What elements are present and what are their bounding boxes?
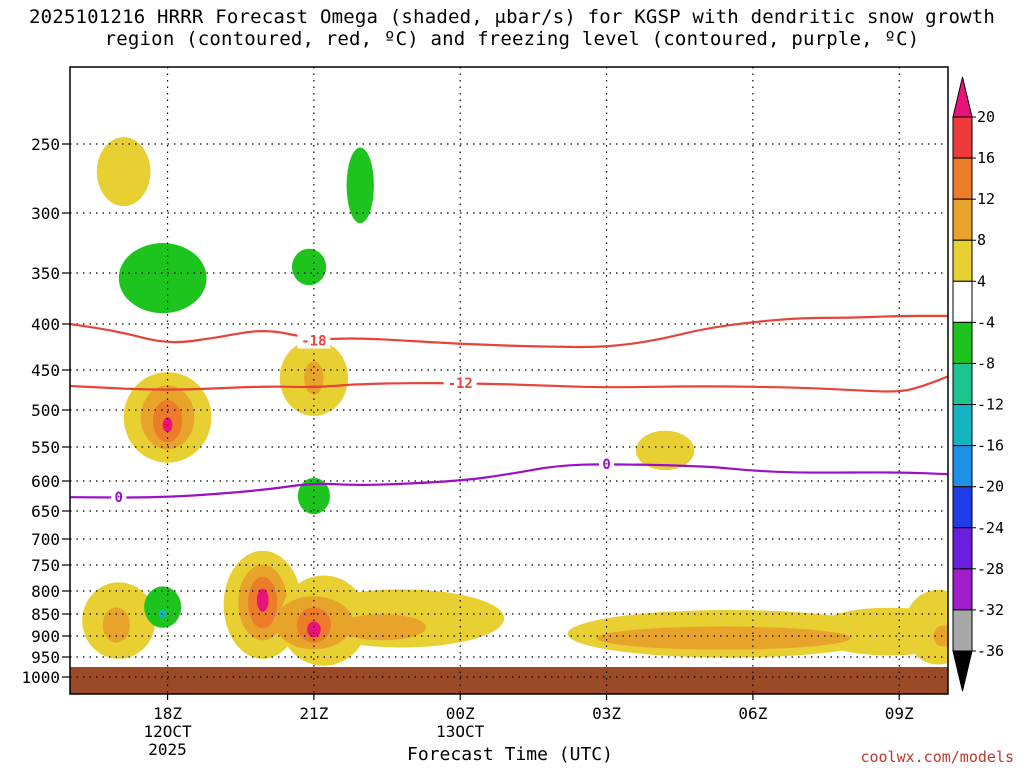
colorbar-label-4: 4 — [977, 272, 986, 290]
gridlines — [70, 67, 948, 694]
y-tick-label-700: 700 — [31, 530, 60, 549]
contour-label-2: 0 — [115, 490, 123, 506]
x-tick-label-06Z: 06Z — [738, 704, 767, 723]
y-tick-label-450: 450 — [31, 361, 60, 380]
y-axis: 250 300 350 400 450 500 550 600 650 700 750 800 850 9… — [21, 135, 70, 687]
colorbar-top-arrow — [952, 76, 973, 118]
colorbar-swatch-7 — [952, 404, 973, 447]
x-tick-label-00Z: 00Z — [446, 704, 475, 723]
colorbar-bottom-arrow — [952, 650, 973, 692]
contour-label-bg-0 — [297, 332, 331, 349]
contour-label-3: 0 — [602, 457, 610, 473]
y-tick-label-600: 600 — [31, 472, 60, 491]
contour-line-1 — [70, 375, 948, 393]
x-tick-sublabel-00Z-0: 13OCT — [436, 722, 485, 741]
y-tick-label-750: 750 — [31, 556, 60, 575]
colorbar-swatch-3 — [952, 239, 973, 282]
x-tick-sublabel-18Z-1: 2025 — [148, 740, 187, 759]
x-tick-label-21Z: 21Z — [299, 704, 328, 723]
omega-blob-14 — [144, 586, 182, 628]
y-tick-label-800: 800 — [31, 582, 60, 601]
y-tick-label-850: 850 — [31, 605, 60, 624]
omega-blob-25 — [307, 621, 321, 638]
y-tick-label-650: 650 — [31, 502, 60, 521]
credit-link[interactable]: coolwx.com/models — [860, 748, 1014, 766]
y-tick-label-900: 900 — [31, 627, 60, 646]
colorbar-swatch-8 — [952, 445, 973, 488]
ground-below-surface — [70, 667, 948, 694]
temperature-contours — [70, 314, 948, 499]
colorbar-swatch-1 — [952, 157, 973, 200]
colorbar-label-7: -12 — [977, 396, 1004, 414]
omega-shading — [82, 137, 948, 666]
x-tick-label-03Z: 03Z — [592, 704, 621, 723]
contour-line-0 — [70, 314, 948, 349]
colorbar-swatch-2 — [952, 198, 973, 241]
x-tick-sublabel-18Z-0: 12OCT — [143, 722, 192, 741]
omega-blob-13 — [102, 607, 130, 643]
x-axis-title: Forecast Time (UTC) — [407, 744, 613, 765]
y-tick-label-400: 400 — [31, 315, 60, 334]
x-tick-label-18Z: 18Z — [153, 704, 182, 723]
y-tick-label-550: 550 — [31, 438, 60, 457]
colorbar-label-6: -8 — [977, 354, 995, 372]
omega-blob-29 — [596, 626, 851, 650]
omega-blob-1 — [118, 243, 207, 314]
colorbar-label-3: 8 — [977, 231, 986, 249]
colorbar-swatch-6 — [952, 362, 973, 406]
omega-blob-11 — [635, 430, 695, 471]
colorbar-label-0: 20 — [977, 108, 995, 126]
omega-blob-2 — [291, 248, 327, 286]
y-tick-label-500: 500 — [31, 401, 60, 420]
ground-layer — [70, 667, 948, 694]
colorbar-swatch-11 — [952, 568, 973, 611]
colorbar-swatch-10 — [952, 527, 973, 570]
colorbar-label-9: -20 — [977, 478, 1004, 496]
colorbar-swatch-12 — [952, 609, 973, 652]
x-tick-label-09Z: 09Z — [885, 704, 914, 723]
y-tick-label-950: 950 — [31, 648, 60, 667]
colorbar-swatch-9 — [952, 486, 973, 529]
contour-label-1: -12 — [448, 376, 473, 392]
colorbar-label-1: 16 — [977, 149, 995, 167]
omega-blob-23 — [338, 614, 427, 641]
omega-blob-30 — [933, 625, 948, 647]
contour-line-2 — [70, 463, 948, 499]
contour-label-bg-2 — [111, 489, 127, 506]
y-tick-label-350: 350 — [31, 264, 60, 283]
y-tick-label-1000: 1000 — [21, 668, 60, 687]
omega-blob-19 — [256, 588, 269, 612]
omega-blob-28 — [904, 589, 948, 665]
colorbar-label-11: -28 — [977, 560, 1004, 578]
colorbar-label-13: -36 — [977, 642, 1004, 660]
plot-frame — [69, 66, 949, 695]
chart-title: 2025101216 HRRR Forecast Omega (shaded, … — [28, 6, 996, 50]
contour-labels: -18 -12 0 0 — [111, 332, 615, 506]
colorbar-label-10: -24 — [977, 519, 1004, 537]
colorbar-swatch-4 — [952, 280, 973, 323]
colorbar: 20 16 12 8 4 -4 -8 -12 -16 -20 -24 -28 -32 -36 — [952, 76, 1004, 692]
colorbar-swatch-0 — [952, 116, 973, 159]
colorbar-label-12: -32 — [977, 601, 1004, 619]
omega-blob-15 — [158, 609, 167, 619]
contour-label-bg-1 — [443, 374, 477, 391]
y-tick-label-300: 300 — [31, 204, 60, 223]
contour-label-0: -18 — [301, 334, 326, 350]
contour-label-bg-3 — [599, 456, 615, 472]
omega-blob-3 — [346, 147, 374, 224]
colorbar-label-8: -16 — [977, 437, 1004, 455]
colorbar-label-2: 12 — [977, 190, 995, 208]
colorbar-swatch-5 — [952, 321, 973, 364]
colorbar-label-5: -4 — [977, 313, 995, 331]
omega-blob-0 — [96, 137, 151, 207]
y-tick-label-250: 250 — [31, 135, 60, 154]
